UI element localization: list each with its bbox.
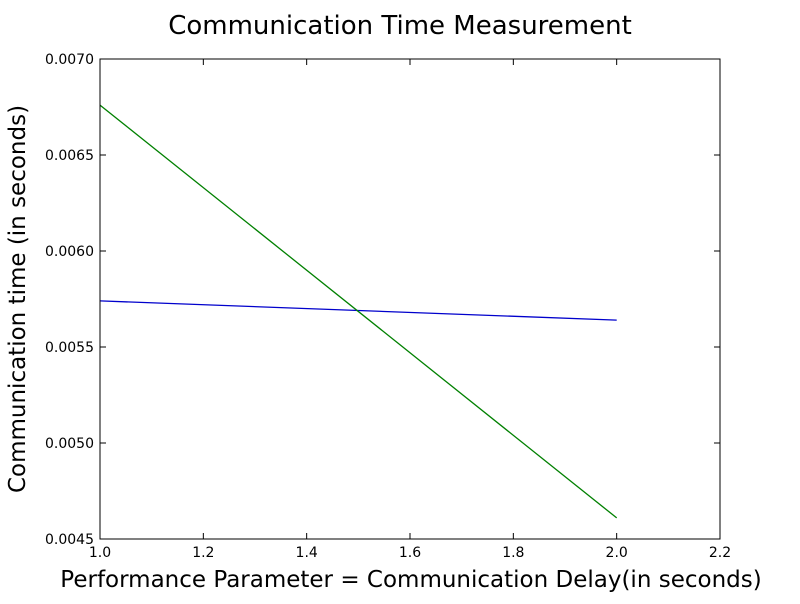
series-line-2 — [99, 104, 618, 519]
y-tick-label: 0.0045 — [45, 532, 94, 548]
y-tick-label: 0.0060 — [45, 244, 94, 260]
plot-area: 1.0 1.2 1.4 1.6 1.8 2.0 2.2 0.0045 0.0050 0.0055 0… — [45, 52, 731, 561]
x-tick-label: 2.0 — [606, 545, 628, 561]
x-tick-label: 1.6 — [399, 545, 421, 561]
plot-frame — [99, 58, 721, 540]
y-tick-label: 0.0065 — [45, 148, 94, 164]
x-tick-label: 1.8 — [502, 545, 524, 561]
y-tick-label: 0.0070 — [45, 52, 94, 68]
x-tick-label: 1.2 — [192, 545, 214, 561]
x-axis-label: Performance Parameter = Communication De… — [60, 567, 761, 593]
x-tick-label: 1.0 — [89, 545, 111, 561]
y-tick-label: 0.0055 — [45, 340, 94, 356]
y-axis-label: Communication time (in seconds) — [5, 105, 31, 493]
chart-title: Communication Time Measurement — [168, 11, 632, 41]
x-tick-label: 1.4 — [296, 545, 318, 561]
series-line-1 — [99, 300, 617, 321]
y-tick-label: 0.0050 — [45, 436, 94, 452]
x-tick-label: 2.2 — [709, 545, 731, 561]
